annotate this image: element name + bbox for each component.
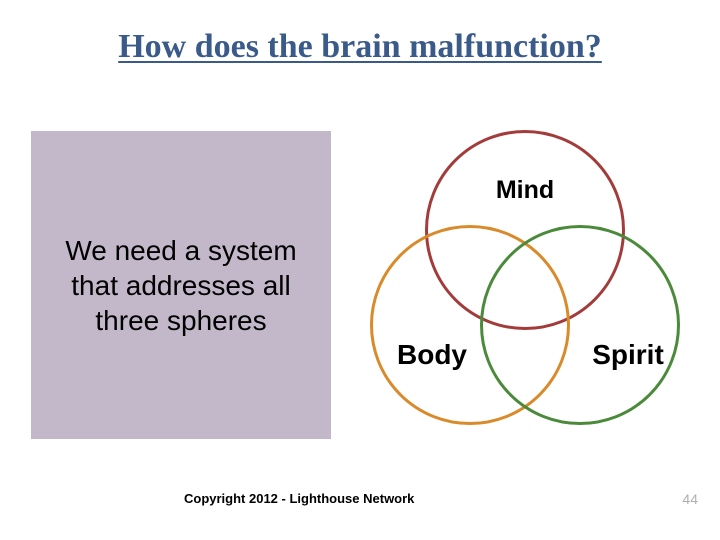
- label-mind: Mind: [465, 176, 585, 205]
- label-body: Body: [372, 339, 492, 371]
- venn-diagram: Mind Body Spirit: [0, 0, 720, 540]
- label-spirit: Spirit: [568, 339, 688, 371]
- copyright-text: Copyright 2012 - Lighthouse Network: [184, 491, 414, 506]
- page-number: 44: [682, 491, 698, 507]
- circle-spirit: [480, 225, 680, 425]
